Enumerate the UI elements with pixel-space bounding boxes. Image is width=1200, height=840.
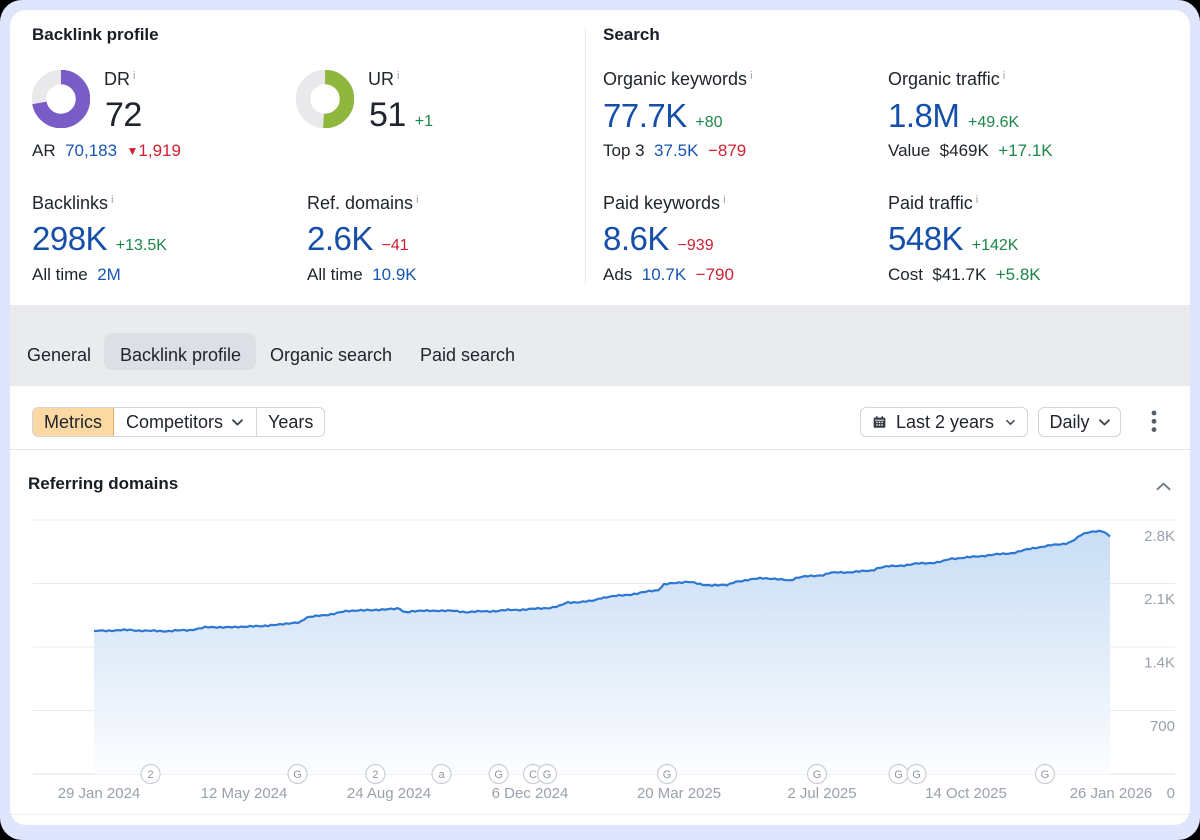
svg-text:G: G: [912, 769, 921, 781]
svg-text:G: G: [894, 769, 903, 781]
svg-text:12 May 2024: 12 May 2024: [201, 785, 288, 802]
svg-text:29 Jan 2024: 29 Jan 2024: [58, 785, 141, 802]
svg-text:2 Jul 2025: 2 Jul 2025: [787, 785, 856, 802]
svg-text:G: G: [663, 769, 672, 781]
svg-text:14 Oct 2025: 14 Oct 2025: [925, 785, 1007, 802]
svg-text:G: G: [293, 769, 302, 781]
svg-text:700: 700: [1150, 718, 1175, 735]
svg-text:6 Dec 2024: 6 Dec 2024: [492, 785, 569, 802]
svg-text:1.4K: 1.4K: [1144, 655, 1175, 672]
svg-text:G: G: [1041, 769, 1050, 781]
svg-text:20 Mar 2025: 20 Mar 2025: [637, 785, 721, 802]
svg-text:2.1K: 2.1K: [1144, 591, 1175, 608]
svg-text:G: G: [543, 769, 552, 781]
svg-text:0: 0: [1167, 785, 1175, 802]
svg-text:a: a: [438, 769, 445, 781]
svg-text:2.8K: 2.8K: [1144, 528, 1175, 545]
svg-text:2: 2: [148, 769, 154, 781]
svg-text:2: 2: [372, 769, 378, 781]
svg-text:C: C: [529, 769, 537, 781]
svg-text:G: G: [813, 769, 822, 781]
svg-text:G: G: [494, 769, 503, 781]
svg-text:26 Jan 2026: 26 Jan 2026: [1070, 785, 1153, 802]
svg-text:24 Aug 2024: 24 Aug 2024: [347, 785, 431, 802]
